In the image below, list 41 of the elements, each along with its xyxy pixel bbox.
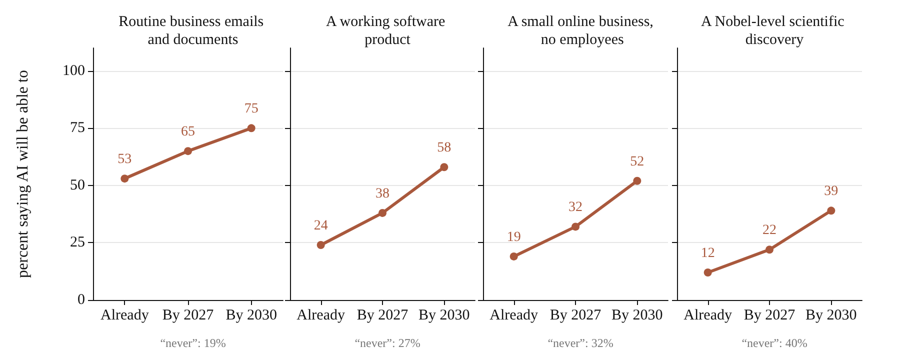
- y-tick-label: 75: [70, 120, 85, 136]
- x-tick-label: Already: [296, 308, 346, 324]
- data-label: 12: [700, 246, 715, 262]
- data-label: 65: [181, 124, 195, 140]
- y-tick-label: 0: [78, 292, 85, 308]
- x-tick-label: By 2027: [744, 308, 796, 324]
- y-axis-title: percent saying AI will be able to: [14, 70, 32, 278]
- x-tick-label: Already: [100, 308, 150, 324]
- chart-title: A working software product: [326, 14, 449, 48]
- x-tick-label: By 2027: [550, 308, 602, 324]
- chart-title: A Nobel-level scientific discovery: [700, 14, 848, 48]
- data-label: 24: [314, 218, 328, 234]
- point: [247, 124, 256, 132]
- data-label: 58: [437, 140, 452, 156]
- x-tick-label: Already: [490, 308, 538, 324]
- data-label: 53: [118, 152, 132, 168]
- chart-title: Routine business emails and documents: [118, 14, 268, 48]
- chart-title: A small online business, no employees: [508, 14, 654, 48]
- x-tick-label: By 2027: [162, 308, 214, 324]
- x-tick-label: By 2027: [356, 308, 409, 324]
- y-tick-label: 100: [62, 62, 85, 79]
- y-tick-label: 50: [70, 177, 85, 194]
- text: “never”: 27%: [354, 336, 420, 350]
- x-tick-label: By 2030: [612, 308, 663, 324]
- data-label: 32: [568, 200, 582, 216]
- text: “never”: 32%: [548, 336, 614, 350]
- point: [184, 147, 192, 156]
- x-tick-label: By 2030: [806, 308, 857, 324]
- data-label: 19: [506, 230, 521, 245]
- text: “never”: 40%: [742, 336, 808, 350]
- data-label: 75: [244, 102, 258, 117]
- point: [120, 174, 129, 183]
- x-tick-label: By 2030: [226, 308, 277, 324]
- data-label: 39: [824, 184, 838, 200]
- data-label: 22: [762, 223, 776, 238]
- y-tick-label: 25: [70, 234, 85, 251]
- data-label: 52: [630, 154, 644, 170]
- text: “never”: 19%: [160, 336, 226, 350]
- data-label: 38: [376, 186, 390, 202]
- x-tick-label: Already: [684, 308, 732, 324]
- x-tick-label: By 2030: [418, 308, 470, 324]
